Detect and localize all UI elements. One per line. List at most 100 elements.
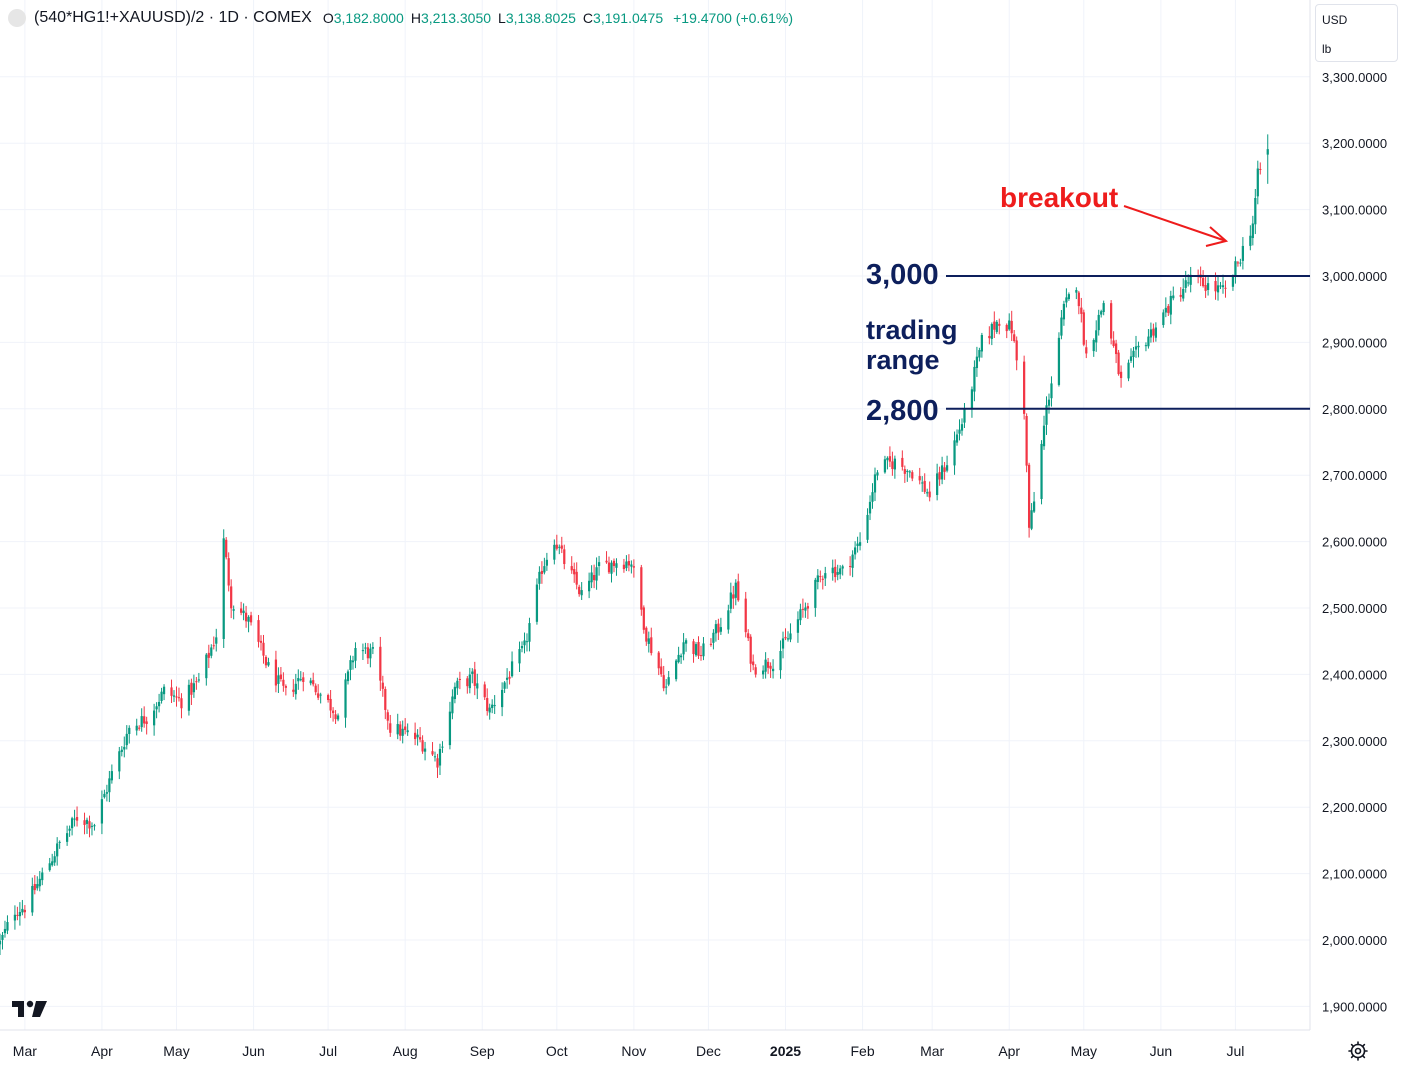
candle-body	[491, 704, 494, 709]
candle	[160, 687, 163, 704]
candle	[675, 659, 678, 682]
candle	[998, 318, 1001, 335]
candle	[555, 534, 558, 551]
price-tick-label: 1,900.0000	[1322, 999, 1387, 1014]
candle-body	[274, 659, 278, 686]
candle-body	[6, 922, 9, 931]
candle-body	[396, 724, 399, 735]
candle-body	[488, 707, 491, 713]
candle	[317, 684, 320, 701]
candle-body	[764, 659, 767, 672]
candle-body	[292, 689, 295, 692]
time-tick-label: Oct	[546, 1043, 568, 1059]
candle-body	[781, 638, 785, 649]
candle	[605, 551, 608, 564]
candle	[1266, 134, 1269, 184]
candle-body	[31, 885, 34, 913]
candle-body	[1256, 168, 1259, 197]
candle	[152, 703, 156, 736]
candle	[692, 638, 695, 663]
candle-body	[1023, 361, 1026, 414]
candle	[1256, 160, 1259, 205]
candle-body	[1249, 235, 1252, 246]
candle-body	[1221, 285, 1225, 288]
candle-body	[1206, 283, 1210, 290]
candle-body	[125, 733, 128, 746]
candle	[1249, 225, 1252, 251]
candle	[978, 347, 981, 362]
candle	[505, 668, 509, 689]
candle	[451, 689, 454, 720]
candle	[697, 636, 700, 659]
tradingview-logo-icon[interactable]	[10, 996, 50, 1020]
candle	[866, 508, 869, 544]
candle-body	[312, 680, 315, 685]
candle	[831, 559, 834, 581]
candle-body	[314, 685, 317, 693]
candle	[714, 620, 718, 642]
candle	[0, 933, 2, 955]
candle	[1184, 270, 1187, 293]
candle-body	[128, 727, 131, 734]
time-tick-label: Nov	[621, 1043, 646, 1059]
candle-body	[918, 476, 921, 481]
candle	[138, 725, 141, 731]
candle	[1216, 276, 1220, 301]
candle-body	[836, 571, 839, 575]
candle	[120, 746, 123, 757]
candle	[588, 572, 591, 599]
candle-body	[404, 726, 407, 731]
candle-body	[970, 389, 974, 409]
candle	[876, 470, 879, 481]
candle	[799, 603, 802, 626]
candle-body	[1251, 223, 1254, 239]
symbol-name[interactable]: (540*HG1!+XAUUSD)/2 · 1D · COMEX	[34, 9, 312, 26]
candle	[543, 557, 546, 575]
candle-body	[719, 627, 722, 632]
candle-body	[172, 695, 176, 697]
breakout-arrow	[1123, 205, 1229, 247]
candle	[1117, 349, 1120, 376]
symbol-logo-icon[interactable]	[8, 9, 26, 27]
candle-body	[1077, 292, 1080, 307]
candle-body	[642, 607, 645, 630]
candle-body	[279, 674, 283, 680]
candle-body	[747, 633, 750, 639]
candle	[155, 702, 158, 719]
candle-body	[1027, 464, 1031, 528]
candle-body	[831, 567, 834, 574]
candle-body	[605, 560, 608, 563]
candle	[145, 716, 148, 735]
candle	[349, 655, 352, 681]
time-tick-label: Jul	[1226, 1043, 1244, 1059]
candle	[752, 654, 755, 671]
currency-unit-selector[interactable]: USD lb	[1315, 4, 1398, 62]
candle	[560, 536, 563, 554]
candle-body	[364, 647, 367, 649]
unit-label[interactable]: lb	[1322, 42, 1332, 56]
candle	[299, 671, 302, 682]
candle-body	[645, 627, 648, 642]
candle-body	[1216, 285, 1220, 293]
candle-body	[679, 655, 683, 658]
candle	[361, 643, 365, 660]
candle-body	[1008, 320, 1011, 330]
candle-body	[23, 909, 26, 913]
candle-body	[657, 652, 660, 669]
price-tick-label: 2,700.0000	[1322, 468, 1387, 483]
candle-body	[100, 799, 104, 824]
candle-body	[1030, 510, 1033, 529]
candle	[1060, 309, 1063, 340]
candle	[302, 672, 305, 692]
gear-icon[interactable]	[1347, 1040, 1369, 1062]
candle	[215, 628, 218, 652]
currency-label[interactable]: USD	[1322, 13, 1348, 27]
candle	[667, 670, 670, 687]
candle-body	[1119, 371, 1123, 379]
candle	[33, 875, 36, 895]
candle	[963, 403, 966, 429]
candle	[212, 636, 215, 650]
candle-body	[841, 566, 844, 569]
candle	[1129, 348, 1133, 363]
